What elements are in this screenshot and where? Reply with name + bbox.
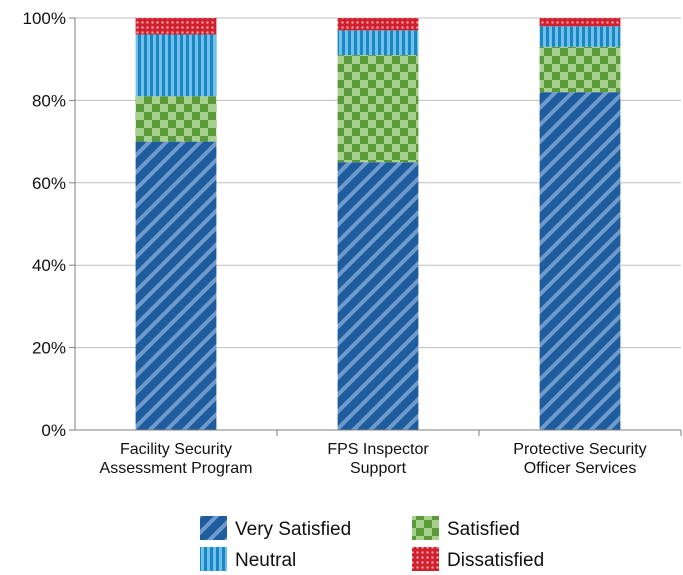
legend-label-very-satisfied: Very Satisfied <box>235 519 351 540</box>
y-tick-label: 0% <box>41 421 66 440</box>
bar-satisfied-1 <box>135 96 217 142</box>
y-tick-label: 60% <box>32 174 66 193</box>
x-category-label: Facility Security Assessment Program <box>100 441 253 477</box>
axes <box>74 18 682 436</box>
legend-label-neutral: Neutral <box>235 550 296 571</box>
y-tick-label: 40% <box>32 256 66 275</box>
bar-very-satisfied-3 <box>539 92 621 430</box>
bar-dissatisfied-3 <box>539 18 621 27</box>
x-category-label: FPS Inspector Support <box>327 441 429 477</box>
bar-very-satisfied-1 <box>135 141 217 430</box>
bar-very-satisfied-2 <box>337 162 419 430</box>
legend-item-very-satisfied: Very Satisfied <box>200 516 351 540</box>
bar-satisfied-2 <box>337 55 419 163</box>
y-tick-label: 80% <box>32 91 66 110</box>
bar-neutral-3 <box>539 26 621 47</box>
legend-item-neutral: Neutral <box>200 547 296 571</box>
bar-satisfied-3 <box>539 46 621 93</box>
y-tick-label: 20% <box>32 339 66 358</box>
legend-item-satisfied: Satisfied <box>412 516 520 540</box>
y-tick-label: 100% <box>23 9 66 28</box>
bar-dissatisfied-1 <box>135 18 217 35</box>
legend: Very Satisfied Satisfied Neutral Dissatisfi… <box>200 516 544 571</box>
bar-dissatisfied-2 <box>337 18 419 31</box>
legend-label-dissatisfied: Dissatisfied <box>447 550 544 571</box>
legend-swatch-dissatisfied <box>412 547 439 571</box>
category-labels: Facility Security Assessment Program FPS I… <box>100 441 647 477</box>
bar-neutral-2 <box>337 30 419 56</box>
legend-label-satisfied: Satisfied <box>447 519 520 540</box>
bars <box>135 18 621 430</box>
legend-item-dissatisfied: Dissatisfied <box>412 547 544 571</box>
legend-swatch-satisfied <box>412 516 439 540</box>
legend-swatch-neutral <box>200 547 227 571</box>
legend-swatch-very-satisfied <box>200 516 227 540</box>
x-category-label: Protective Security Officer Services <box>513 441 646 477</box>
bar-neutral-1 <box>135 34 217 97</box>
y-axis-ticks: 0% 20% 40% 60% 80% 100% <box>23 9 75 440</box>
